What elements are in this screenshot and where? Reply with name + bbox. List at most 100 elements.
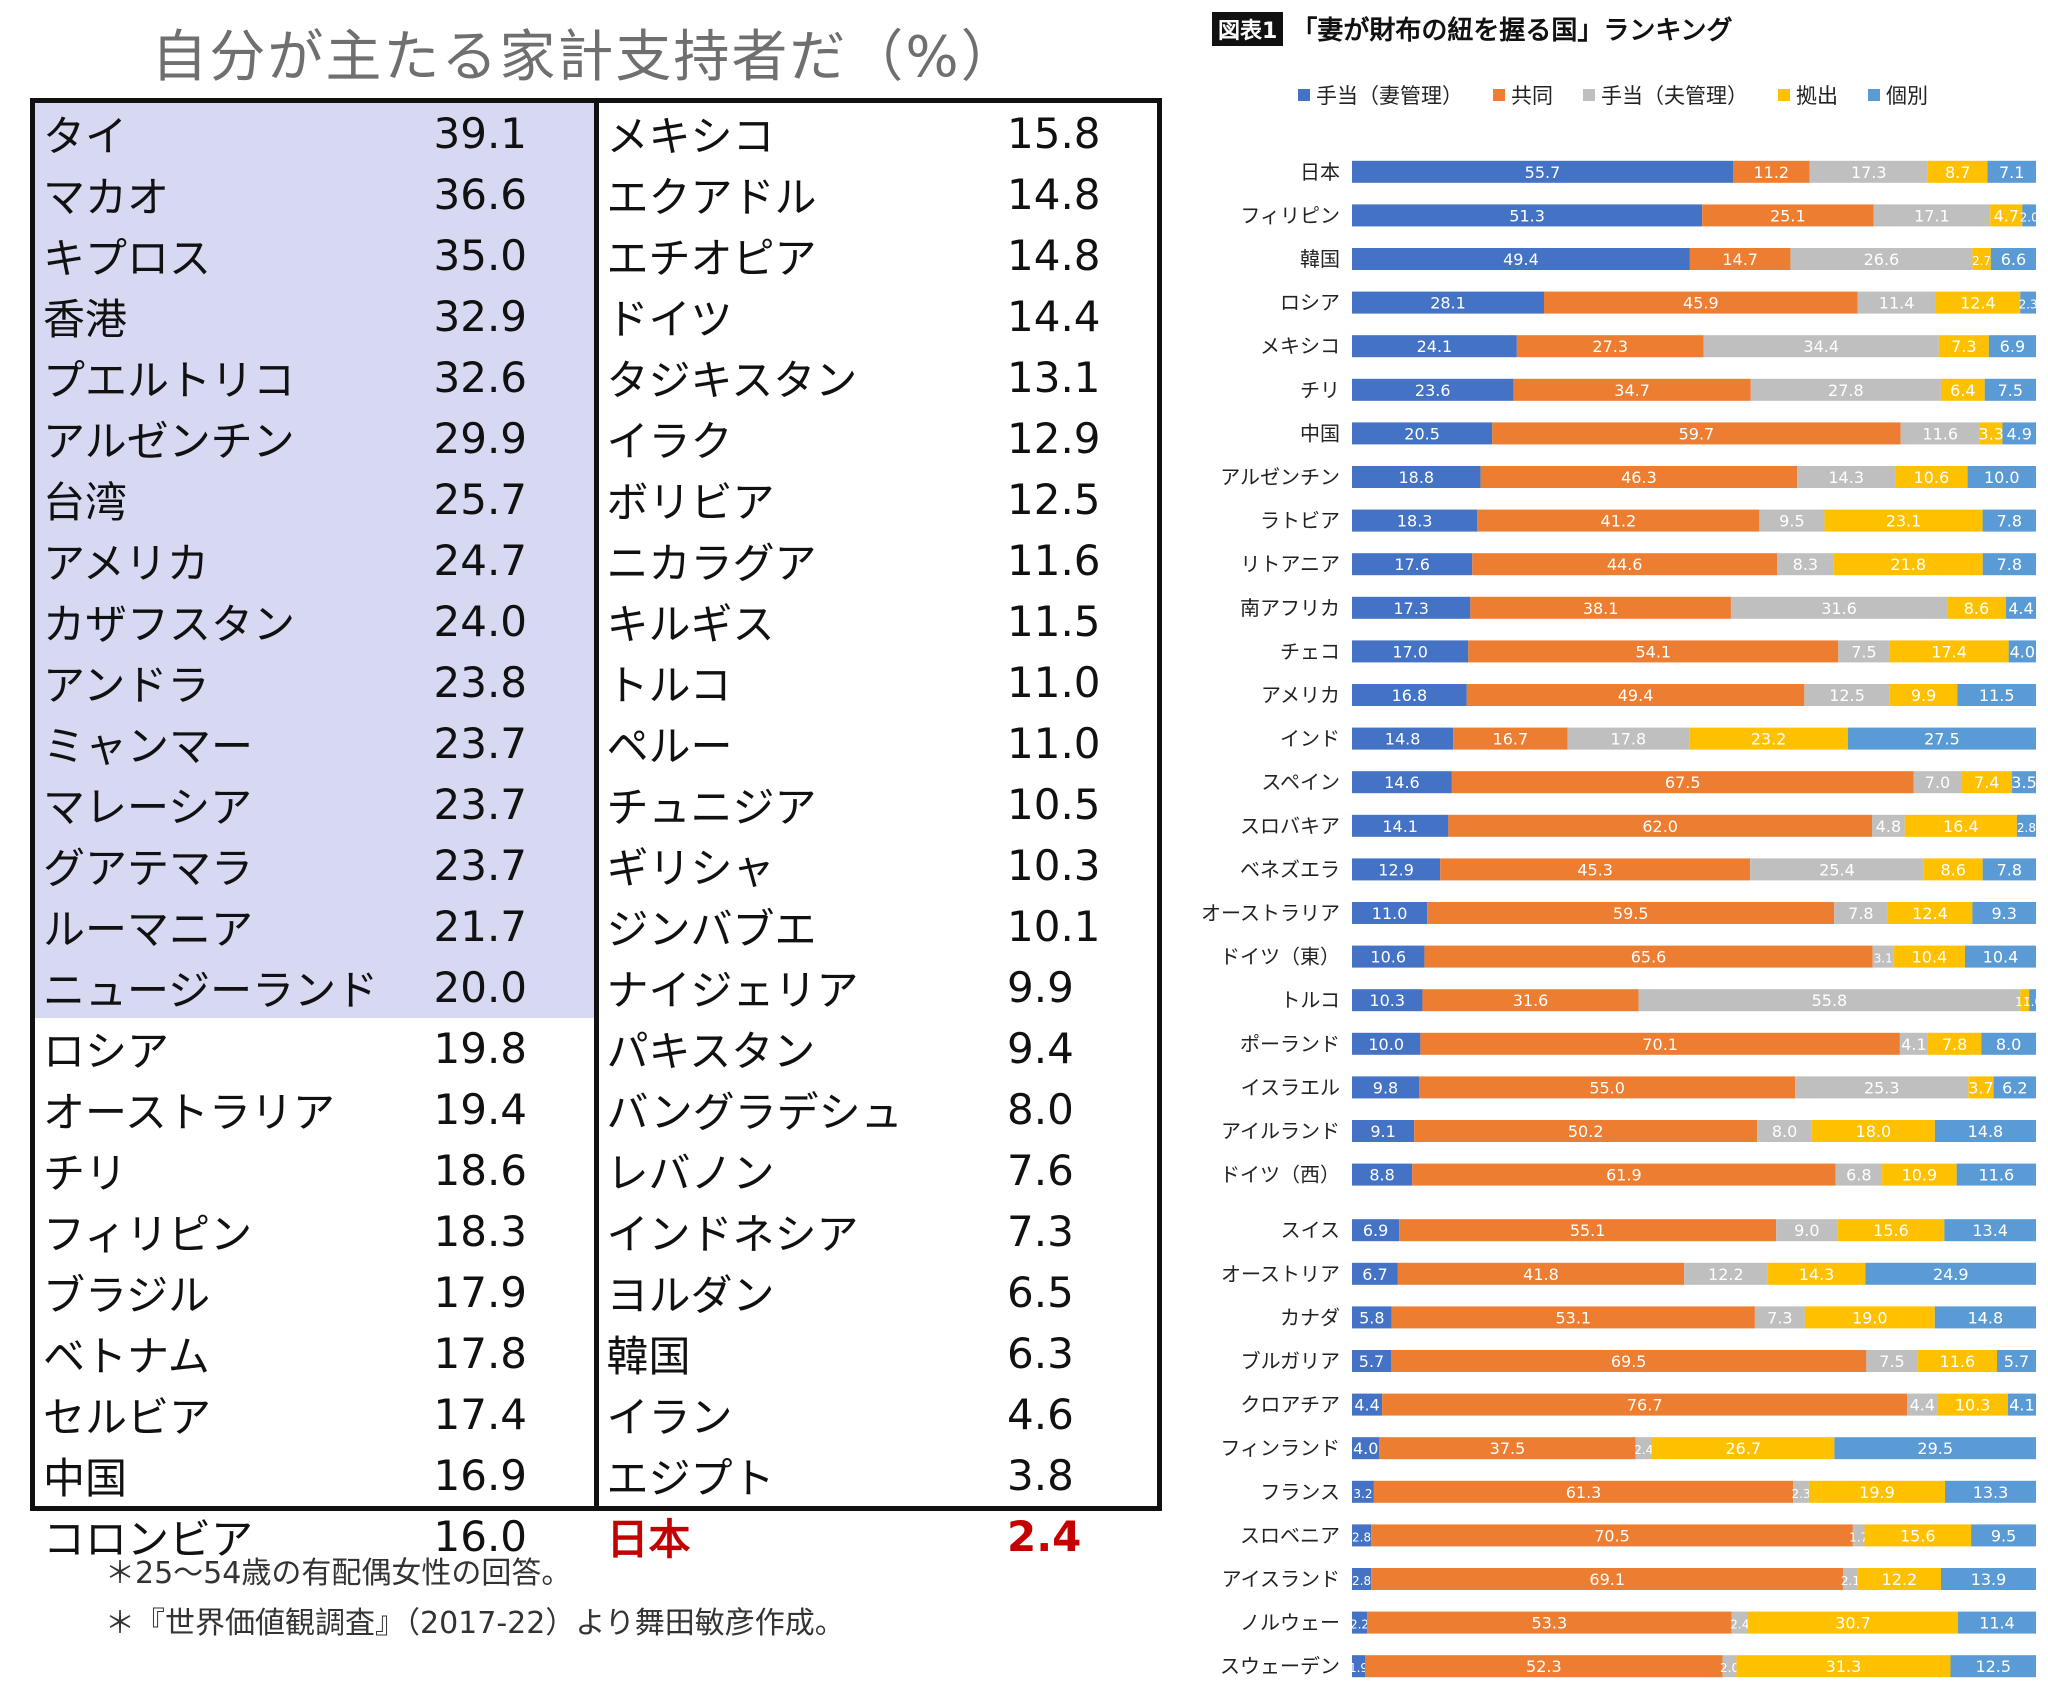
category-label: チェコ <box>1280 639 1340 663</box>
bar-segment <box>1379 1437 1636 1460</box>
table-row: ブラジル 17.9 <box>35 1262 594 1323</box>
bar-segment <box>1470 596 1731 619</box>
bar-value-label: 14.8 <box>1968 1308 2004 1327</box>
bar-segment <box>1367 1611 1732 1634</box>
bar-segment <box>1904 814 2017 837</box>
bar-value-label: 31.3 <box>1826 1657 1862 1676</box>
bar-value-label: 2.4 <box>1730 1618 1749 1632</box>
bar-segment <box>1440 858 1751 881</box>
category-label: アイルランド <box>1221 1119 1340 1143</box>
category-label: ベネズエラ <box>1240 857 1340 881</box>
figure-badge: 図表1 <box>1212 11 1284 46</box>
country-value: 23.7 <box>433 841 528 890</box>
bar-value-label: 2.3 <box>2019 298 2038 312</box>
bar-segment <box>1804 1306 1935 1329</box>
bar-segment <box>1934 1306 2036 1329</box>
bar-value-label: 17.0 <box>1392 642 1428 661</box>
bar-segment <box>1513 378 1751 401</box>
country-value: 10.3 <box>1007 841 1101 890</box>
bar-segment <box>2022 204 2036 227</box>
country-name: オーストラリア <box>43 1088 335 1137</box>
bar-value-label: 17.8 <box>1611 730 1647 749</box>
bar-segment <box>1352 422 1493 445</box>
country-value: 24.0 <box>433 597 528 646</box>
bar-segment <box>1448 814 1873 837</box>
bar-value-label: 44.6 <box>1607 555 1643 574</box>
bar-segment <box>1731 1611 1749 1634</box>
bar-value-label: 14.3 <box>1828 468 1864 487</box>
country-name: ドイツ <box>606 295 733 344</box>
table-row: アンドラ 23.8 <box>35 652 594 713</box>
bar-value-label: 67.5 <box>1665 773 1701 792</box>
bar-value-label: 4.0 <box>1353 1439 1378 1458</box>
legend-label: 共同 <box>1511 84 1553 108</box>
bar-value-label: 2.4 <box>1634 1443 1653 1457</box>
bar-value-label: 41.8 <box>1523 1265 1559 1284</box>
country-value: 23.8 <box>433 658 528 707</box>
bar-value-label: 12.4 <box>1960 294 1996 313</box>
country-name: パキスタン <box>606 1027 816 1076</box>
bar-value-label: 53.1 <box>1555 1308 1591 1327</box>
bar-value-label: 11.5 <box>1979 686 2015 705</box>
bar-segment <box>1917 1350 1998 1372</box>
bar-segment <box>1390 1350 1867 1372</box>
country-value: 16.0 <box>433 1512 528 1561</box>
bar-value-label: 10.9 <box>1902 1166 1938 1185</box>
bar-value-label: 16.8 <box>1392 686 1428 705</box>
bar-segment <box>1972 248 1991 270</box>
bar-segment <box>1866 1350 1918 1372</box>
bar-segment <box>1981 1032 2036 1055</box>
bar-value-label: 17.1 <box>1914 206 1950 225</box>
bar-value-label: 10.4 <box>1912 948 1948 967</box>
bar-value-label: 76.7 <box>1627 1396 1663 1415</box>
category-label: スロバキア <box>1240 814 1340 838</box>
country-name: ルーマニア <box>43 905 254 954</box>
bar-value-label: 9.8 <box>1373 1078 1398 1097</box>
table-row: ヨルダン 6.5 <box>599 1262 1158 1323</box>
bar-segment <box>1736 1655 1951 1678</box>
bar-value-label: 2.7 <box>1972 254 1991 268</box>
bar-segment <box>1889 640 2009 663</box>
bar-value-label: 6.2 <box>2002 1078 2027 1097</box>
bar-segment <box>1703 335 1939 358</box>
bar-value-label: 19.0 <box>1852 1308 1888 1327</box>
category-label: ノルウェー <box>1240 1611 1340 1635</box>
bar-value-label: 6.8 <box>1846 1166 1871 1185</box>
bar-value-label: 7.8 <box>1848 904 1873 923</box>
chart-title: 図表1 「妻が財布の紐を握る国」ランキング <box>1212 10 1733 47</box>
bar-segment <box>1352 1306 1392 1329</box>
country-name: トルコ <box>606 661 732 710</box>
bar-segment <box>1352 553 1473 576</box>
bar-segment <box>1427 902 1835 924</box>
bar-value-label: 2.1 <box>1841 1574 1860 1588</box>
bar-segment <box>1352 291 1545 314</box>
country-value: 20.0 <box>433 963 528 1012</box>
bar-value-label: 13.3 <box>1973 1483 2009 1502</box>
bar-value-label: 4.4 <box>1354 1396 1379 1415</box>
bar-value-label: 46.3 <box>1621 468 1657 487</box>
bar-value-label: 3.1 <box>1874 952 1893 966</box>
bar-segment <box>2002 422 2036 445</box>
bar-value-label: 11.6 <box>1979 1166 2015 1185</box>
country-value: 4.6 <box>1007 1390 1074 1439</box>
bar-segment <box>1808 1480 1946 1503</box>
country-name: 日本 <box>606 1515 691 1564</box>
bar-segment <box>1947 596 2006 619</box>
country-value: 12.5 <box>1007 475 1101 524</box>
ranking-table: タイ 39.1 マカオ 36.6 キプロス 35.0 香港 32.9 プエルトリコ 32.6 アルゼ… <box>30 98 1162 1564</box>
bar-segment <box>1982 553 2036 576</box>
country-name: 韓国 <box>606 1332 691 1381</box>
bar-segment <box>1958 1611 2036 1634</box>
table-row: メキシコ 15.8 <box>599 103 1158 164</box>
bar-value-label: 10.3 <box>1955 1396 1991 1415</box>
table-row: イラン 4.6 <box>599 1384 1158 1445</box>
bar-segment <box>1352 1524 1372 1547</box>
country-value: 39.1 <box>433 109 528 158</box>
bar-segment <box>1371 1524 1853 1547</box>
country-value: 11.6 <box>1007 536 1101 585</box>
bar-segment <box>1352 1480 1374 1503</box>
table-row: ペルー 11.0 <box>599 713 1158 774</box>
bar-segment <box>1997 1350 2036 1372</box>
bar-value-label: 30.7 <box>1835 1614 1871 1633</box>
bar-segment <box>1835 1163 1883 1186</box>
